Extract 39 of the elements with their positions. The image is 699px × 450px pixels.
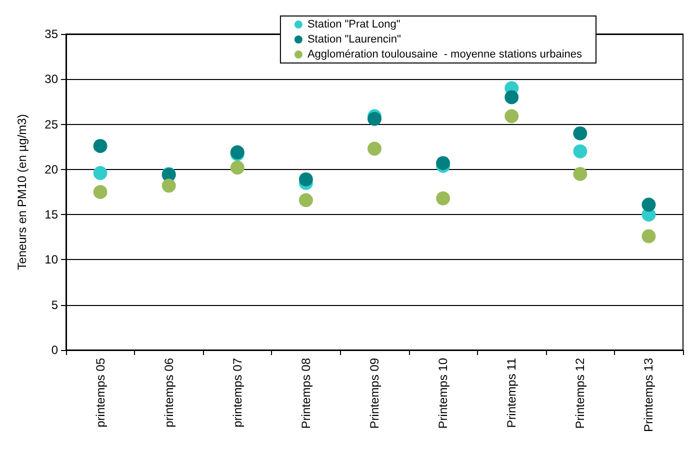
y-tick-label: 5	[51, 298, 58, 312]
x-tick-label: Printemps 12	[573, 358, 588, 429]
point	[436, 156, 450, 170]
x-tick-label: Printemps 10	[436, 358, 450, 429]
point	[298, 172, 313, 186]
legend-label: Station "Laurencin"	[307, 34, 401, 46]
point	[93, 185, 108, 199]
y-axis-title: Teneurs en PM10 (en µg/m3)	[15, 114, 29, 270]
point	[230, 160, 244, 175]
y-tick-label: 0	[51, 343, 58, 357]
x-tick-label: Printemps 08	[298, 358, 313, 429]
point	[573, 126, 588, 140]
point	[93, 138, 108, 153]
x-tick-label: printemps 05	[93, 358, 108, 428]
point	[368, 142, 382, 156]
point	[368, 112, 382, 126]
x-tick-label: Printemps 11	[504, 358, 519, 428]
point	[436, 191, 450, 206]
point	[642, 229, 656, 244]
point	[298, 193, 313, 208]
y-tick-label: 25	[44, 117, 58, 132]
y-tick-label: 15	[44, 208, 58, 222]
legend-label: Agglomération toulousaine - moyenne stations urbaines	[307, 48, 582, 60]
x-tick-label: Primtemps 13	[642, 358, 656, 432]
x-tick-label: printemps 07	[230, 358, 244, 428]
point	[504, 109, 519, 124]
y-tick-label: 10	[44, 252, 58, 267]
x-tick-label: Printemps 09	[368, 358, 382, 429]
x-tick-label: printemps 06	[162, 358, 176, 428]
point	[642, 198, 656, 212]
legend-label: Station "Prat Long"	[307, 18, 400, 30]
point	[504, 90, 519, 104]
point	[162, 178, 176, 193]
point	[93, 166, 108, 180]
point	[573, 166, 588, 181]
y-tick-label: 35	[44, 27, 58, 41]
y-tick-label: 20	[44, 162, 58, 176]
y-tick-label: 30	[44, 72, 58, 86]
point	[573, 144, 588, 158]
